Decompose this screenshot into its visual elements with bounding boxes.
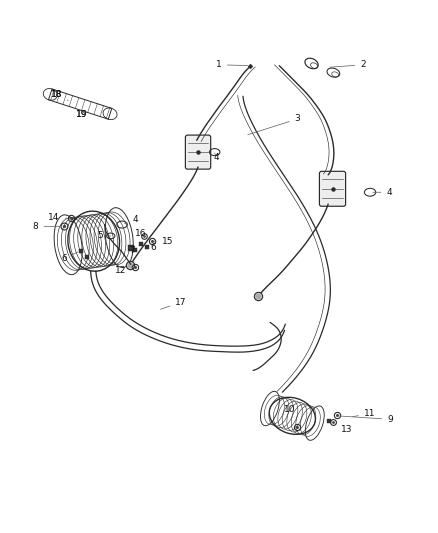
Text: 11: 11 — [353, 409, 375, 418]
Text: 15: 15 — [154, 237, 173, 246]
FancyBboxPatch shape — [319, 171, 346, 206]
Text: 12: 12 — [115, 266, 134, 276]
Text: 6: 6 — [144, 243, 156, 252]
Text: 18: 18 — [51, 91, 68, 100]
Text: 17: 17 — [160, 298, 187, 309]
Text: 4: 4 — [214, 153, 219, 162]
Text: 3: 3 — [248, 115, 300, 135]
Text: 9: 9 — [339, 415, 393, 424]
Text: 2: 2 — [330, 60, 366, 69]
Text: 8: 8 — [33, 222, 60, 231]
Text: 6: 6 — [61, 252, 78, 263]
FancyBboxPatch shape — [185, 135, 211, 169]
Text: 1: 1 — [216, 60, 247, 69]
Text: 18: 18 — [51, 91, 68, 100]
Text: 10: 10 — [284, 405, 297, 420]
Text: 19: 19 — [76, 110, 88, 119]
Text: 14: 14 — [48, 213, 67, 222]
Text: 7: 7 — [130, 246, 135, 255]
Text: 4: 4 — [373, 188, 392, 197]
Text: 4: 4 — [125, 215, 138, 224]
Text: 13: 13 — [336, 424, 353, 434]
Text: 5: 5 — [97, 231, 111, 239]
Text: 19: 19 — [76, 110, 88, 119]
Text: 16: 16 — [134, 229, 146, 238]
